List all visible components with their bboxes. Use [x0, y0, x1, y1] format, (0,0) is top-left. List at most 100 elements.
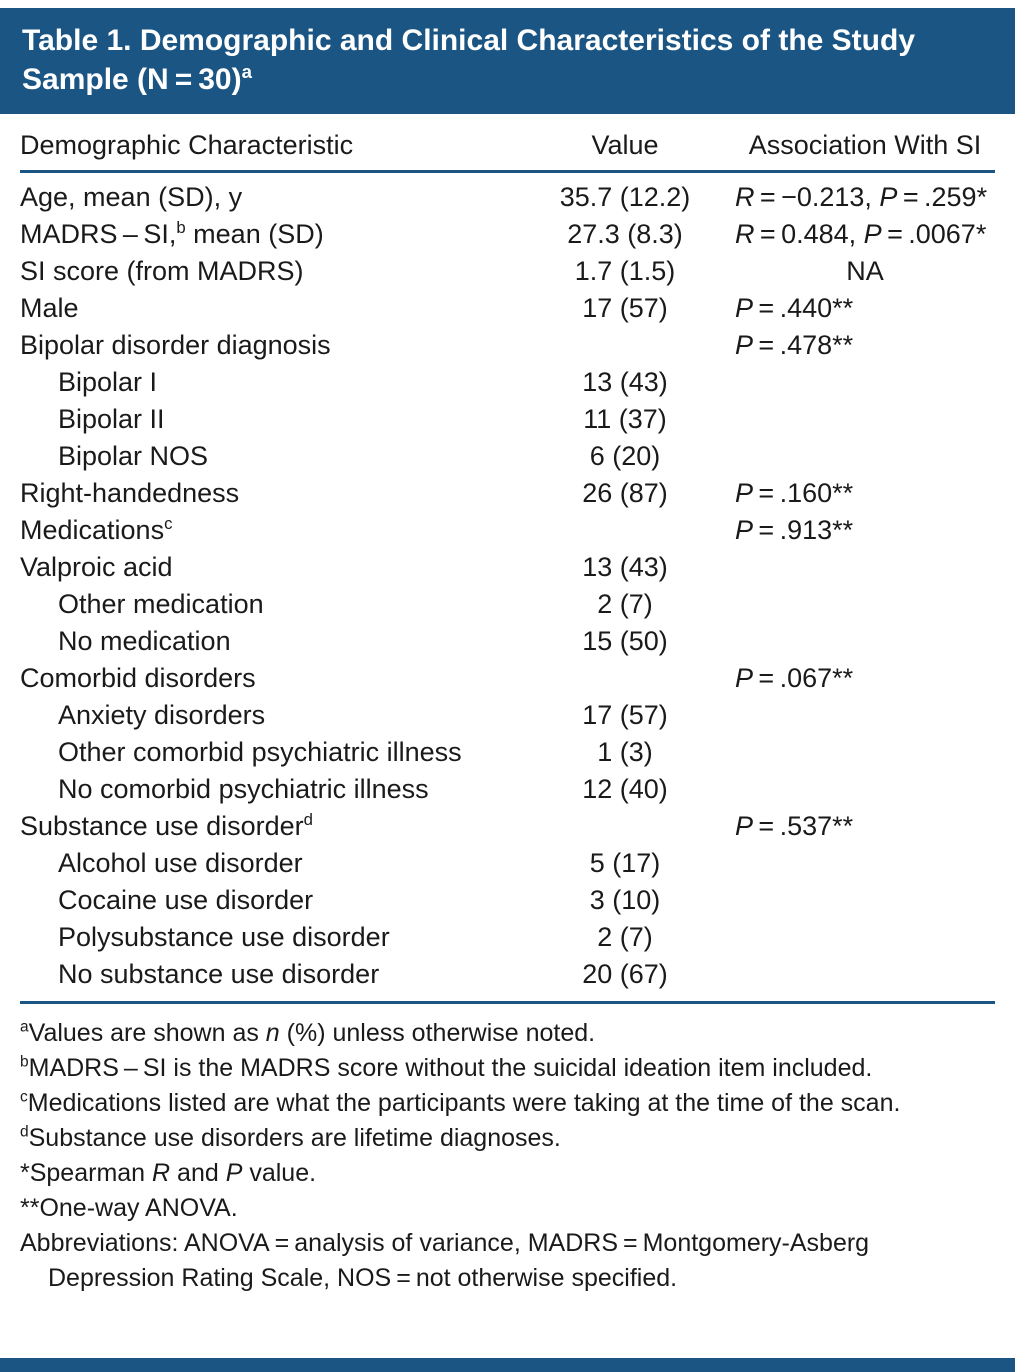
- table-row: MADRS – SI,b mean (SD) 27.3 (8.3) R = 0.48…: [20, 216, 995, 253]
- cell-association: P = .067**: [735, 663, 854, 693]
- footnote: bMADRS – SI is the MADRS score without t…: [20, 1053, 873, 1082]
- cell-association: [735, 771, 995, 808]
- cell-value: 2 (7): [597, 589, 653, 619]
- cell-characteristic: Comorbid disorders: [20, 663, 256, 693]
- cell-association: [735, 697, 995, 734]
- cell-characteristic: Other comorbid psychiatric illness: [58, 737, 462, 767]
- cell-value: 17 (57): [582, 293, 668, 323]
- cell-characteristic: Polysubstance use disorder: [58, 922, 390, 952]
- cell-characteristic: Valproic acid: [20, 552, 173, 582]
- table-figure: Table 1. Demographic and Clinical Charac…: [0, 8, 1015, 1372]
- cell-value: 20 (67): [582, 959, 668, 989]
- cell-association: [735, 438, 995, 475]
- cell-association: [735, 845, 995, 882]
- cell-characteristic: Bipolar II: [58, 404, 165, 434]
- cell-characteristic: No medication: [58, 626, 231, 656]
- table-row: No substance use disorder 20 (67): [20, 956, 995, 993]
- table-row: Age, mean (SD), y 35.7 (12.2) R = −0.213, …: [20, 179, 995, 216]
- footnote: cMedications listed are what the partici…: [20, 1088, 901, 1117]
- cell-value: 1 (3): [597, 737, 653, 767]
- table-row: Anxiety disorders 17 (57): [20, 697, 995, 734]
- cell-association: [735, 549, 995, 586]
- cell-association: [735, 364, 995, 401]
- cell-association: P = .478**: [735, 330, 854, 360]
- cell-value: 35.7 (12.2): [559, 182, 691, 212]
- cell-characteristic: No substance use disorder: [58, 959, 380, 989]
- table-row: Right-handedness 26 (87) P = .160**: [20, 475, 995, 512]
- table-row: No medication 15 (50): [20, 623, 995, 660]
- cell-value: 27.3 (8.3): [567, 219, 683, 249]
- cell-characteristic: Right-handedness: [20, 478, 240, 508]
- table-row: Male 17 (57) P = .440**: [20, 290, 995, 327]
- cell-characteristic: Other medication: [58, 589, 264, 619]
- table-row: Bipolar disorder diagnosis P = .478**: [20, 327, 995, 364]
- cell-association: R = −0.213, P = .259*: [735, 182, 988, 212]
- table-body: Age, mean (SD), y 35.7 (12.2) R = −0.213, …: [20, 173, 995, 1004]
- col-header-characteristic: Demographic Characteristic: [20, 130, 354, 160]
- cell-value: 3 (10): [589, 885, 661, 915]
- table-title: Table 1. Demographic and Clinical Charac…: [22, 24, 915, 96]
- column-header-row: Demographic Characteristic Value Associa…: [20, 114, 995, 173]
- cell-association: P = .537**: [735, 811, 854, 841]
- cell-characteristic: Substance use disorderd: [20, 810, 313, 841]
- cell-association: [735, 623, 995, 660]
- cell-value: 17 (57): [582, 700, 668, 730]
- table-row: Polysubstance use disorder 2 (7): [20, 919, 995, 956]
- footnote: Abbreviations: ANOVA = analysis of varia…: [20, 1229, 870, 1292]
- cell-characteristic: Bipolar NOS: [58, 441, 209, 471]
- cell-characteristic: Age, mean (SD), y: [20, 182, 243, 212]
- col-header-value: Value: [591, 130, 659, 160]
- cell-characteristic: Bipolar I: [58, 367, 158, 397]
- cell-association: P = .160**: [735, 478, 854, 508]
- cell-value: 11 (37): [583, 404, 667, 434]
- cell-value: 12 (40): [582, 774, 668, 804]
- cell-association: [735, 956, 995, 993]
- table-row: Substance use disorderd P = .537**: [20, 808, 995, 845]
- cell-value: [515, 327, 735, 364]
- cell-characteristic: No comorbid psychiatric illness: [58, 774, 429, 804]
- cell-value: [515, 660, 735, 697]
- cell-association: P = .440**: [735, 293, 854, 323]
- cell-characteristic: Male: [20, 293, 79, 323]
- cell-association: [735, 586, 995, 623]
- footnote: **One-way ANOVA.: [20, 1194, 238, 1222]
- cell-value: 15 (50): [582, 626, 668, 656]
- cell-characteristic: MADRS – SI,b mean (SD): [20, 218, 324, 249]
- cell-value: [515, 512, 735, 549]
- table-row: Cocaine use disorder 3 (10): [20, 882, 995, 919]
- table-row: SI score (from MADRS) 1.7 (1.5) NA: [20, 253, 995, 290]
- cell-value: [515, 808, 735, 845]
- cell-association: NA: [846, 256, 884, 286]
- cell-association: R = 0.484, P = .0067*: [735, 219, 987, 249]
- cell-characteristic: Alcohol use disorder: [58, 848, 303, 878]
- cell-characteristic: SI score (from MADRS): [20, 256, 304, 286]
- footnote: dSubstance use disorders are lifetime di…: [20, 1123, 561, 1152]
- cell-value: 5 (17): [589, 848, 661, 878]
- cell-characteristic: Bipolar disorder diagnosis: [20, 330, 331, 360]
- cell-value: 13 (43): [582, 552, 668, 582]
- cell-association: [735, 734, 995, 771]
- cell-association: [735, 882, 995, 919]
- cell-association: [735, 401, 995, 438]
- cell-value: 13 (43): [582, 367, 668, 397]
- cell-value: 26 (87): [582, 478, 668, 508]
- cell-characteristic: Medicationsc: [20, 514, 173, 545]
- cell-value: 2 (7): [597, 922, 653, 952]
- cell-association: [735, 919, 995, 956]
- table-row: Medicationsc P = .913**: [20, 512, 995, 549]
- table-row: Bipolar NOS 6 (20): [20, 438, 995, 475]
- table-title-band: Table 1. Demographic and Clinical Charac…: [0, 8, 1015, 114]
- table-footnotes: aValues are shown as n (%) unless otherw…: [20, 1004, 995, 1296]
- cell-value: 6 (20): [589, 441, 661, 471]
- table-row: Other comorbid psychiatric illness 1 (3): [20, 734, 995, 771]
- table-row: Bipolar II 11 (37): [20, 401, 995, 438]
- table-row: Valproic acid 13 (43): [20, 549, 995, 586]
- cell-characteristic: Cocaine use disorder: [58, 885, 314, 915]
- bottom-bar: [0, 1358, 1015, 1372]
- col-header-association: Association With SI: [748, 130, 982, 160]
- cell-characteristic: Anxiety disorders: [58, 700, 266, 730]
- table-row: Bipolar I 13 (43): [20, 364, 995, 401]
- footnote: *Spearman R and P value.: [20, 1159, 317, 1187]
- table-row: Comorbid disorders P = .067**: [20, 660, 995, 697]
- cell-value: 1.7 (1.5): [574, 256, 676, 286]
